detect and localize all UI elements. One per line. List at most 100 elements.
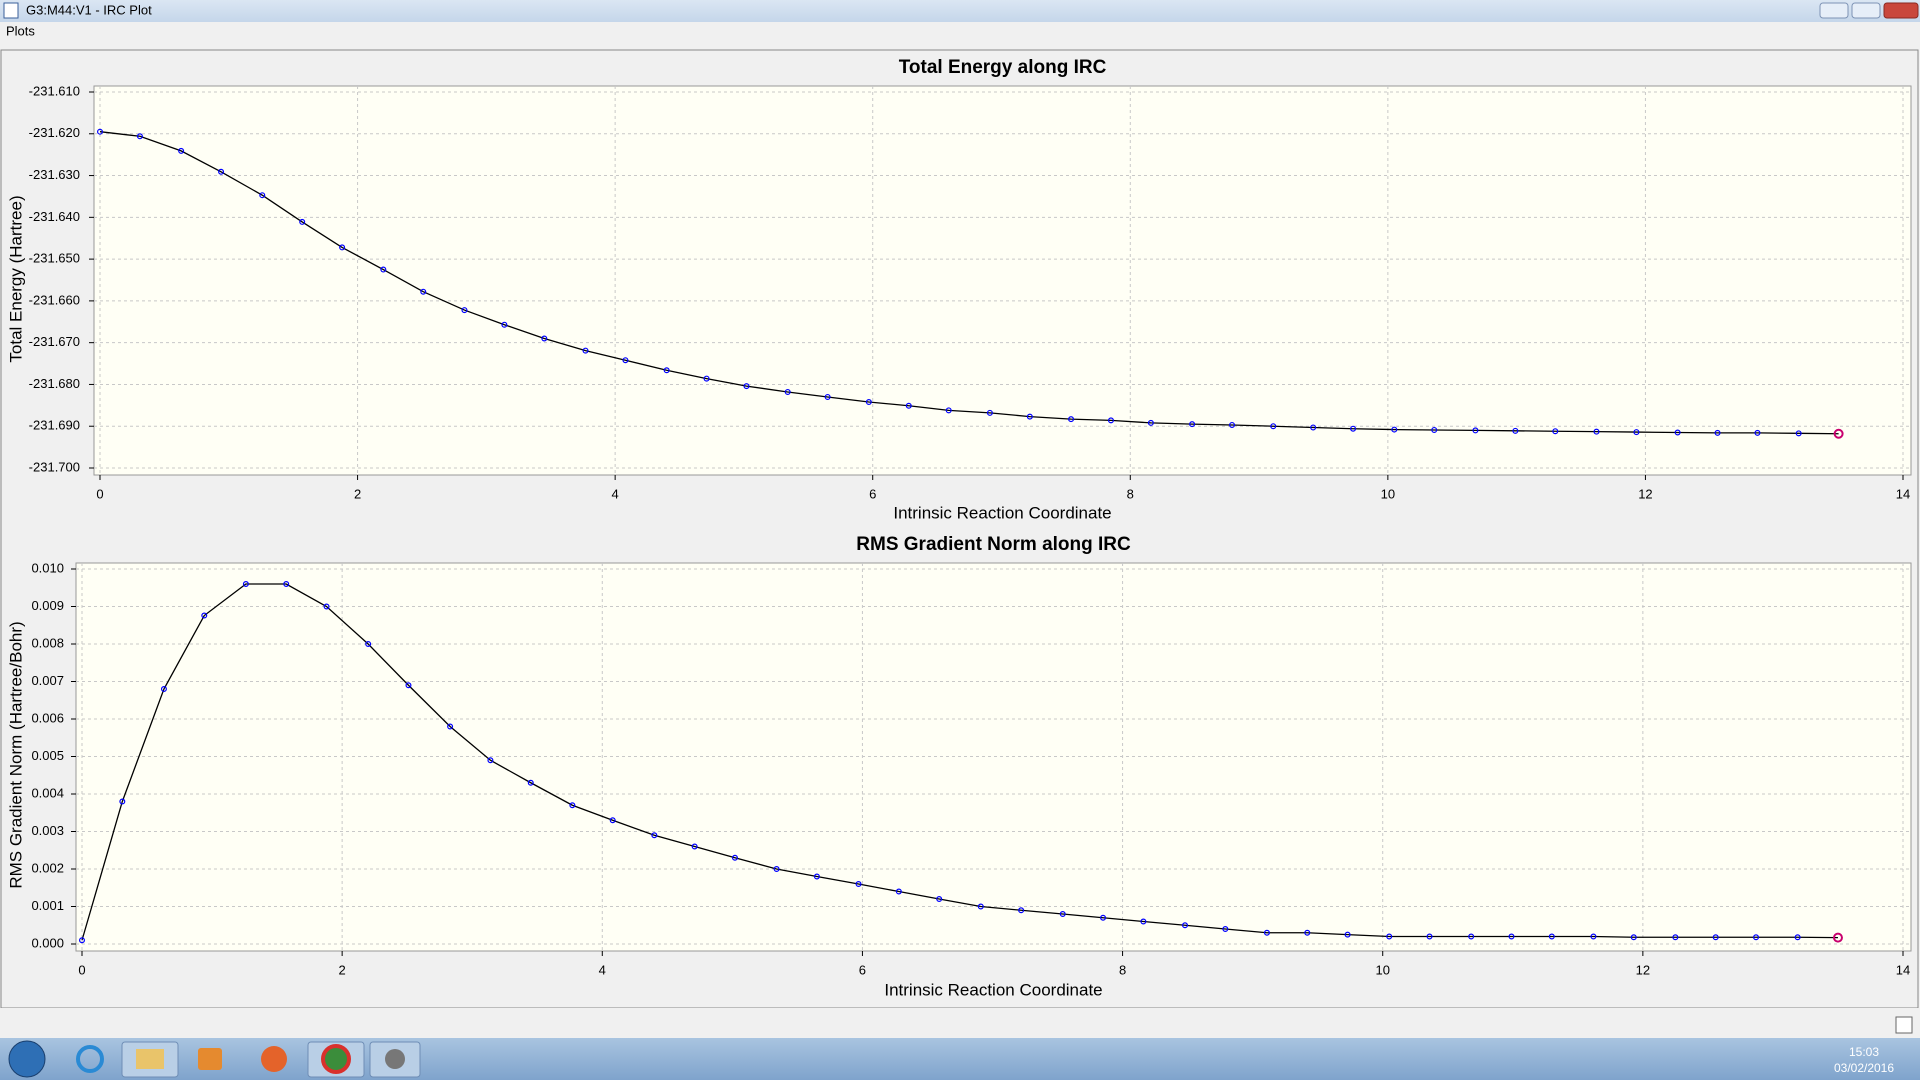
data-point xyxy=(420,288,427,295)
y-tick-label: -231.670 xyxy=(29,334,80,349)
app-icon xyxy=(3,2,19,19)
restore-button[interactable] xyxy=(1851,2,1881,19)
taskbar xyxy=(0,1038,1920,1080)
data-point xyxy=(813,873,820,880)
data-point xyxy=(743,383,750,390)
plot-area xyxy=(75,562,1912,952)
x-tick-label: 6 xyxy=(859,962,866,977)
data-point xyxy=(1147,419,1154,426)
y-tick-label: -231.620 xyxy=(29,125,80,140)
data-point xyxy=(487,757,494,764)
firefox-icon[interactable] xyxy=(261,1046,287,1072)
y-axis-label: Total Energy (Hartree) xyxy=(6,195,25,362)
y-tick-label: 0.004 xyxy=(31,785,64,800)
data-point xyxy=(1310,424,1317,431)
y-tick-label: 0.000 xyxy=(31,935,64,950)
menu-item[interactable]: Plots xyxy=(6,23,35,38)
y-tick-label: 0.003 xyxy=(31,823,64,838)
data-point xyxy=(569,802,576,809)
clock-time: 15:03 xyxy=(1849,1045,1879,1059)
y-tick-label: 0.007 xyxy=(31,673,64,688)
data-line xyxy=(81,583,1838,941)
data-point xyxy=(283,580,290,587)
y-tick-label: -231.680 xyxy=(29,376,80,391)
data-point xyxy=(977,903,984,910)
data-point xyxy=(1512,427,1519,434)
y-tick-label: 0.006 xyxy=(31,710,64,725)
data-point xyxy=(1590,933,1597,940)
data-point xyxy=(1508,933,1515,940)
minimize-button[interactable] xyxy=(1819,2,1849,19)
data-point xyxy=(1633,429,1640,436)
data-point xyxy=(1189,421,1196,428)
gaussview-icon xyxy=(385,1049,405,1069)
data-point xyxy=(178,147,185,154)
y-tick-label: -231.690 xyxy=(29,418,80,433)
data-point xyxy=(380,266,387,273)
data-point xyxy=(1107,417,1114,424)
data-point xyxy=(691,843,698,850)
data-point xyxy=(1426,933,1433,940)
x-tick-label: 10 xyxy=(1375,962,1389,977)
data-line xyxy=(99,131,1839,435)
status-bar xyxy=(0,1008,1920,1038)
data-point xyxy=(218,168,225,175)
data-point xyxy=(323,603,330,610)
data-point xyxy=(622,357,629,364)
data-point xyxy=(1304,929,1311,936)
data-point xyxy=(731,854,738,861)
x-axis-label: Intrinsic Reaction Coordinate xyxy=(884,980,1102,999)
data-point xyxy=(703,375,710,382)
data-point xyxy=(1018,907,1025,914)
y-tick-label: 0.008 xyxy=(31,635,64,650)
data-point xyxy=(1712,934,1719,941)
data-point xyxy=(945,407,952,414)
y-tick-label: -231.640 xyxy=(29,209,80,224)
data-point xyxy=(1794,934,1801,941)
data-point xyxy=(299,218,306,225)
data-point xyxy=(541,335,548,342)
plot-area xyxy=(93,85,1912,476)
x-axis-label: Intrinsic Reaction Coordinate xyxy=(893,503,1111,522)
data-point xyxy=(1059,910,1066,917)
data-point xyxy=(1068,416,1075,423)
x-tick-label: 4 xyxy=(612,486,619,501)
data-point xyxy=(1754,429,1761,436)
menu-bar xyxy=(0,22,1920,48)
x-tick-label: 4 xyxy=(599,962,606,977)
x-tick-label: 14 xyxy=(1896,962,1910,977)
y-tick-label: -231.610 xyxy=(29,83,80,98)
close-button[interactable] xyxy=(1883,2,1919,19)
data-point xyxy=(865,398,872,405)
data-point xyxy=(1833,428,1844,439)
data-point xyxy=(1472,427,1479,434)
x-tick-label: 0 xyxy=(96,486,103,501)
data-point xyxy=(78,937,85,944)
data-point xyxy=(160,685,167,692)
y-tick-label: -231.660 xyxy=(29,292,80,307)
y-axis-label: RMS Gradient Norm (Hartree/Bohr) xyxy=(6,621,25,888)
start-button[interactable] xyxy=(8,1040,46,1078)
chart-title: RMS Gradient Norm along IRC xyxy=(856,534,1131,555)
data-point xyxy=(1672,934,1679,941)
data-point xyxy=(1270,423,1277,430)
x-tick-label: 10 xyxy=(1381,486,1395,501)
data-point xyxy=(461,307,468,314)
data-point xyxy=(905,402,912,409)
data-point xyxy=(1832,932,1843,943)
data-point xyxy=(1182,922,1189,929)
y-tick-label: 0.010 xyxy=(31,560,64,575)
data-point xyxy=(855,880,862,887)
data-point xyxy=(365,640,372,647)
data-point xyxy=(1229,421,1236,428)
data-point xyxy=(119,798,126,805)
ie-icon xyxy=(76,1045,104,1073)
help-button[interactable] xyxy=(1895,1016,1913,1034)
data-point xyxy=(501,321,508,328)
data-point xyxy=(1593,428,1600,435)
data-point xyxy=(773,865,780,872)
y-tick-label: 0.009 xyxy=(31,598,64,613)
